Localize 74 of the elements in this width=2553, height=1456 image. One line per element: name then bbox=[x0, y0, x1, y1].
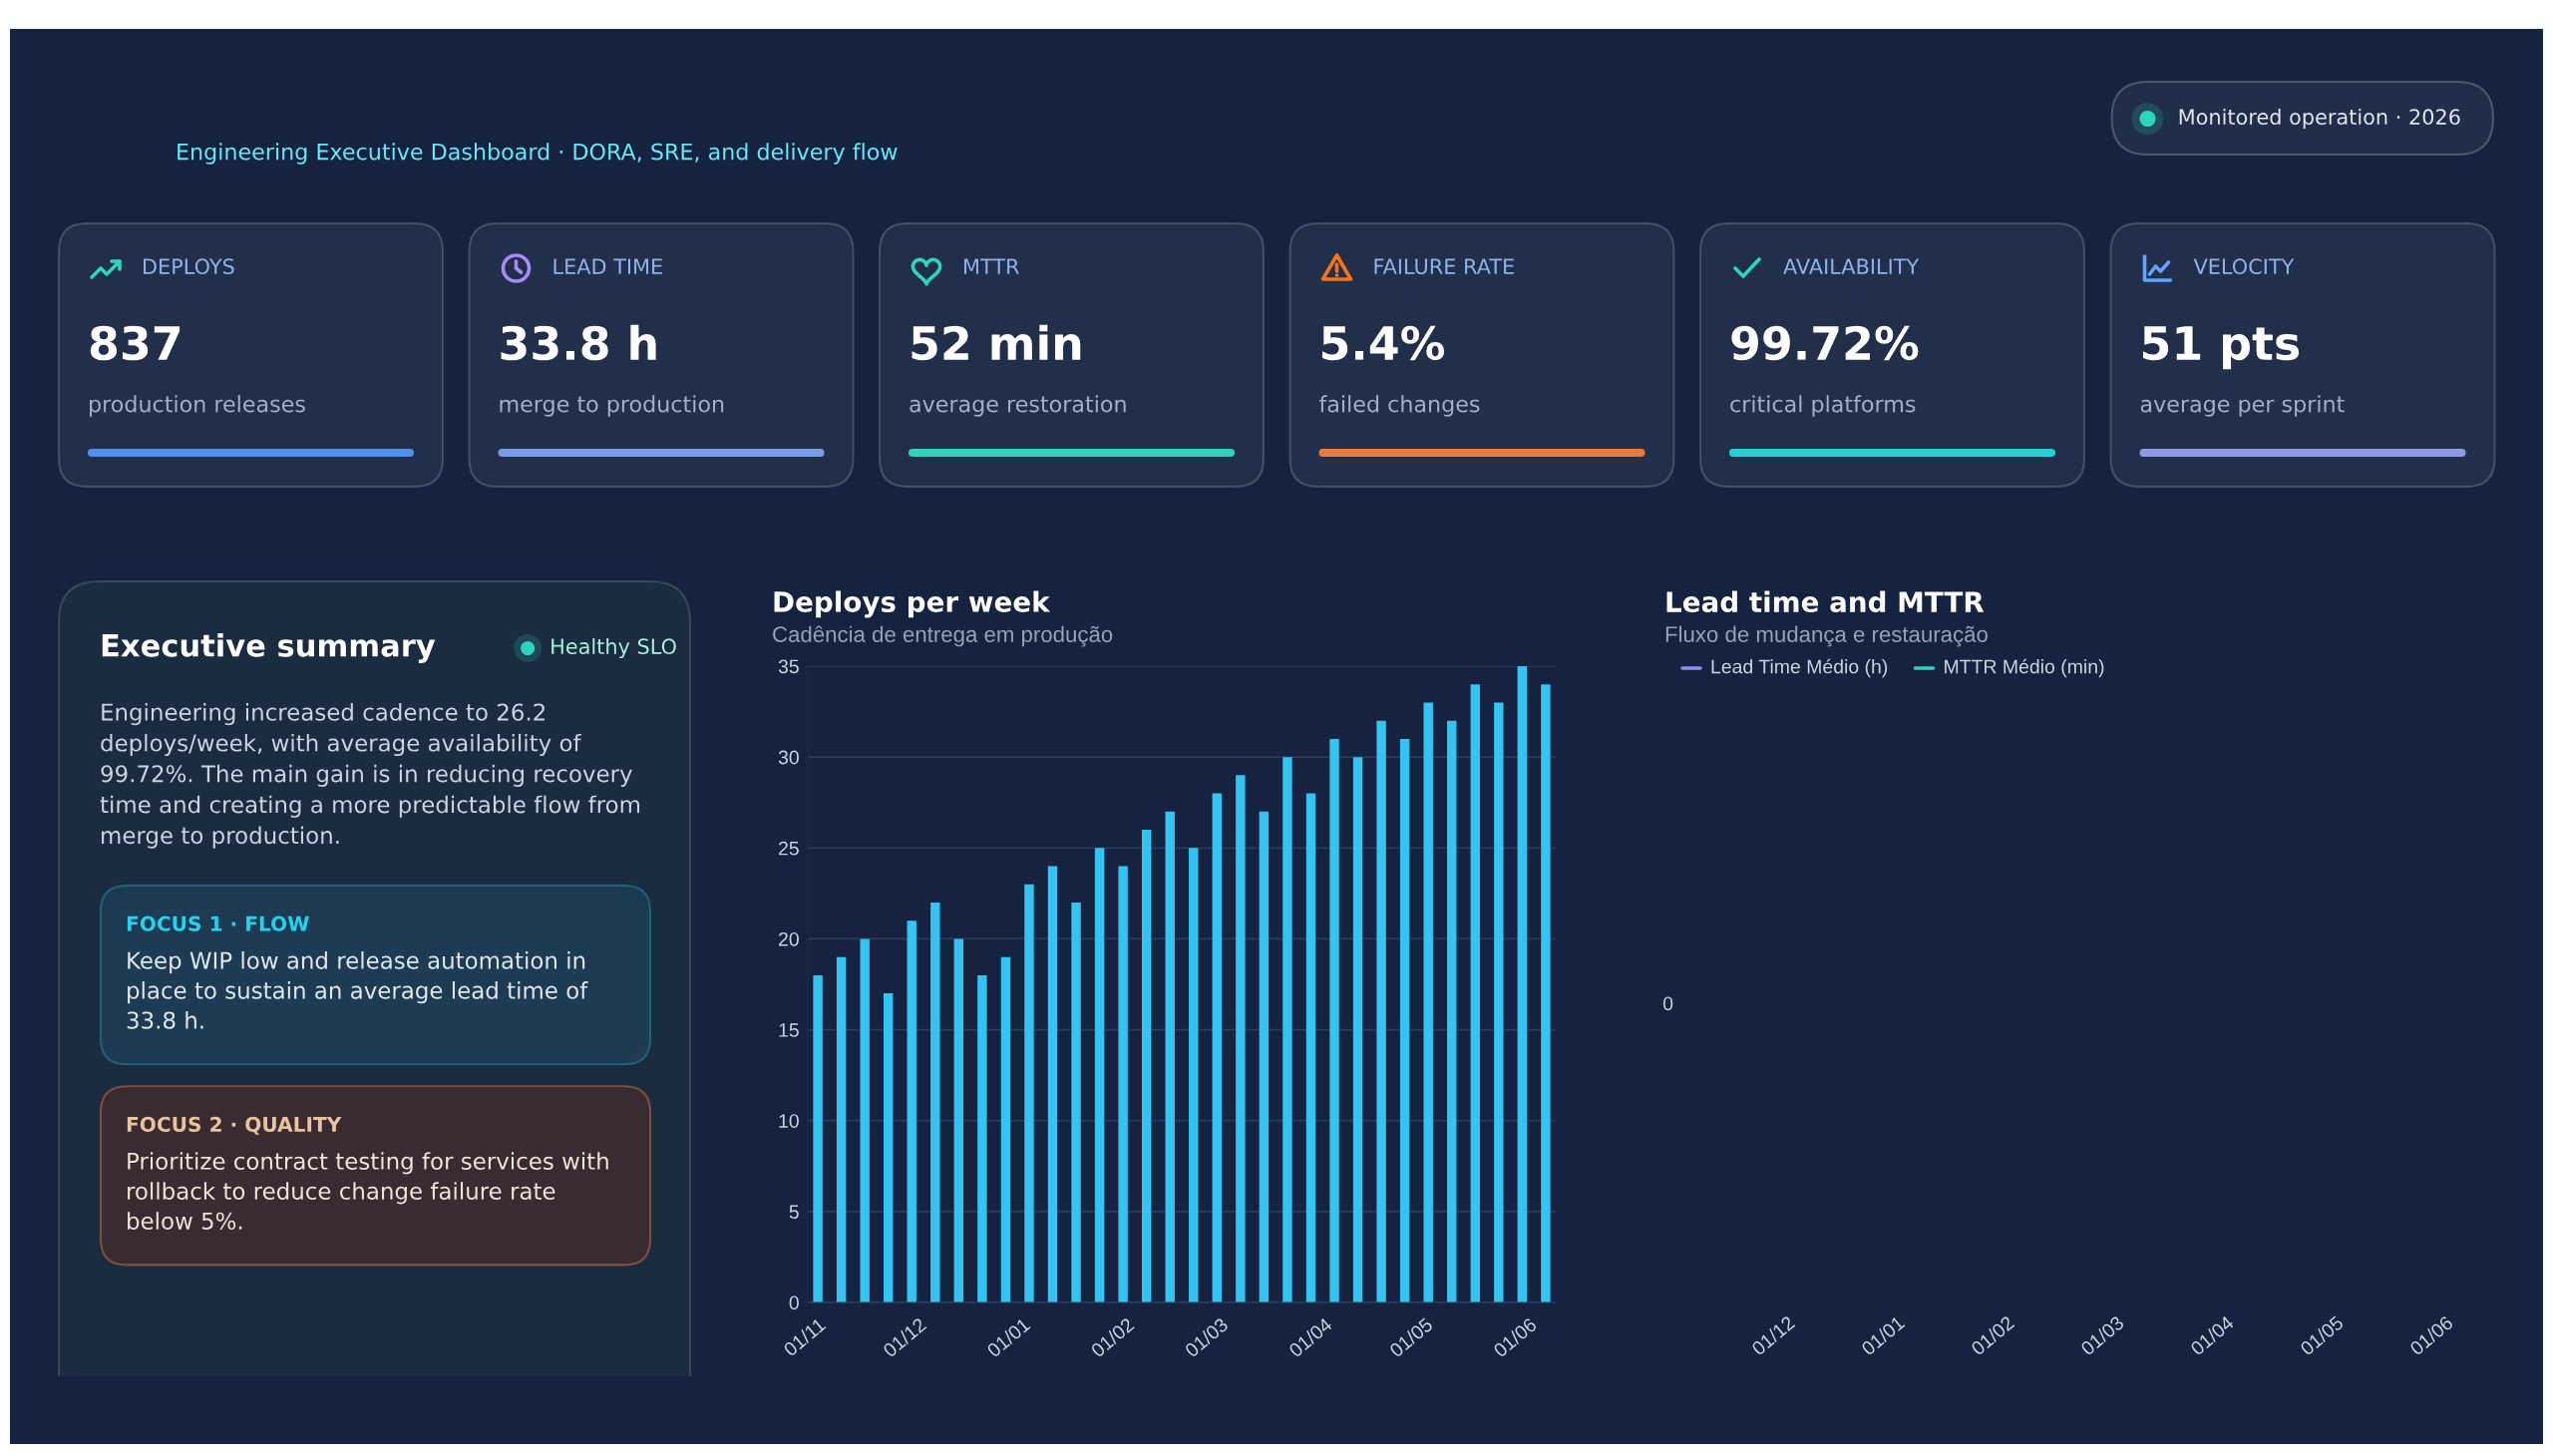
text: Engineering increased cadence to 26.2 deploys/week, with average availability of 99.72%. The main gain is in reducing recovery time and creating a more predictable flow from merge to production. bbox=[100, 703, 640, 849]
bar bbox=[1259, 811, 1270, 1302]
bar bbox=[860, 938, 870, 1302]
bar bbox=[1447, 720, 1457, 1302]
bar bbox=[1047, 866, 1058, 1302]
y-tick-label: 15 bbox=[779, 1023, 799, 1037]
text: 5.4% bbox=[1322, 325, 1445, 361]
bar bbox=[1329, 738, 1339, 1302]
bar bbox=[1376, 720, 1386, 1302]
y-tick-label: 35 bbox=[778, 659, 799, 674]
text: FOCUS 1 · FLOW bbox=[127, 915, 309, 931]
bar bbox=[930, 902, 940, 1302]
text: MTTR bbox=[964, 258, 1019, 274]
bar bbox=[813, 974, 823, 1302]
text: 99.72% bbox=[1731, 325, 1919, 361]
text: Keep WIP low and release automation in place to sustain an average lead time of 33.8 h. bbox=[127, 951, 588, 1029]
bar bbox=[836, 956, 847, 1302]
chart-title: Deploys per week bbox=[774, 590, 1051, 618]
bar bbox=[884, 993, 894, 1302]
bar bbox=[1094, 848, 1105, 1302]
text: production releases bbox=[90, 395, 305, 417]
bar bbox=[1494, 702, 1504, 1302]
text: Prioritize contract testing for services with rollback to reduce change failure rate below 5%. bbox=[128, 1152, 608, 1230]
text: MTTR Médio (min) bbox=[1945, 658, 2104, 678]
text: Healthy SLO bbox=[551, 637, 676, 659]
text: FOCUS 2 · QUALITY bbox=[127, 1116, 342, 1135]
bar bbox=[1212, 793, 1223, 1302]
bar bbox=[1399, 738, 1410, 1302]
bar bbox=[1141, 830, 1152, 1302]
text: average restoration bbox=[910, 395, 1126, 417]
text: Lead time and MTTR bbox=[1666, 590, 1985, 613]
y-tick-label: 25 bbox=[779, 841, 799, 856]
bar bbox=[1024, 884, 1034, 1302]
text: 33.8 h bbox=[501, 324, 656, 361]
text: 837 bbox=[90, 325, 181, 361]
text: Fluxo de mudança e restauração bbox=[1665, 625, 1988, 647]
bar bbox=[1541, 684, 1551, 1302]
bar bbox=[953, 938, 964, 1302]
text: 51 pts bbox=[2143, 326, 2300, 370]
bar bbox=[907, 920, 916, 1302]
text: 52 min bbox=[912, 324, 1081, 361]
bar bbox=[1352, 757, 1363, 1302]
y-tick-label: 5 bbox=[789, 1205, 799, 1220]
text: AVAILABILITY bbox=[1783, 258, 1920, 274]
bar bbox=[1165, 811, 1175, 1302]
y-tick-label: 10 bbox=[779, 1114, 799, 1128]
bar bbox=[1236, 775, 1246, 1302]
text: DEPLOYS bbox=[144, 258, 234, 275]
text: average per sprint bbox=[2140, 395, 2345, 417]
y-tick-label: 30 bbox=[778, 750, 799, 765]
y-tick-label: 0 bbox=[789, 1295, 799, 1310]
bar bbox=[1305, 793, 1316, 1302]
text: FAILURE RATE bbox=[1374, 258, 1514, 275]
text: failed changes bbox=[1319, 395, 1480, 417]
bar bbox=[1118, 866, 1128, 1302]
text: merge to production bbox=[500, 395, 724, 417]
text: critical platforms bbox=[1730, 395, 1916, 417]
bar bbox=[1423, 702, 1433, 1302]
bar bbox=[1000, 956, 1011, 1302]
text: Executive summary bbox=[102, 633, 436, 663]
chart-subtitle: Cadência de entrega em produção bbox=[773, 625, 1113, 647]
text: Monitored operation · 2026 bbox=[2179, 108, 2460, 130]
bar bbox=[1189, 848, 1199, 1302]
text: LEAD TIME bbox=[553, 258, 662, 274]
text: 0 bbox=[1662, 996, 1673, 1011]
bar bbox=[1071, 902, 1081, 1302]
bar bbox=[1517, 666, 1528, 1302]
y-tick-label: 20 bbox=[779, 931, 799, 946]
bar bbox=[1282, 757, 1292, 1302]
text: VELOCITY bbox=[2193, 258, 2295, 275]
bar bbox=[1470, 684, 1480, 1302]
text: Engineering Executive Dashboard · DORA, SRE, and delivery flow bbox=[178, 143, 898, 165]
bar bbox=[977, 974, 987, 1302]
text: Lead Time Médio (h) bbox=[1711, 658, 1888, 678]
